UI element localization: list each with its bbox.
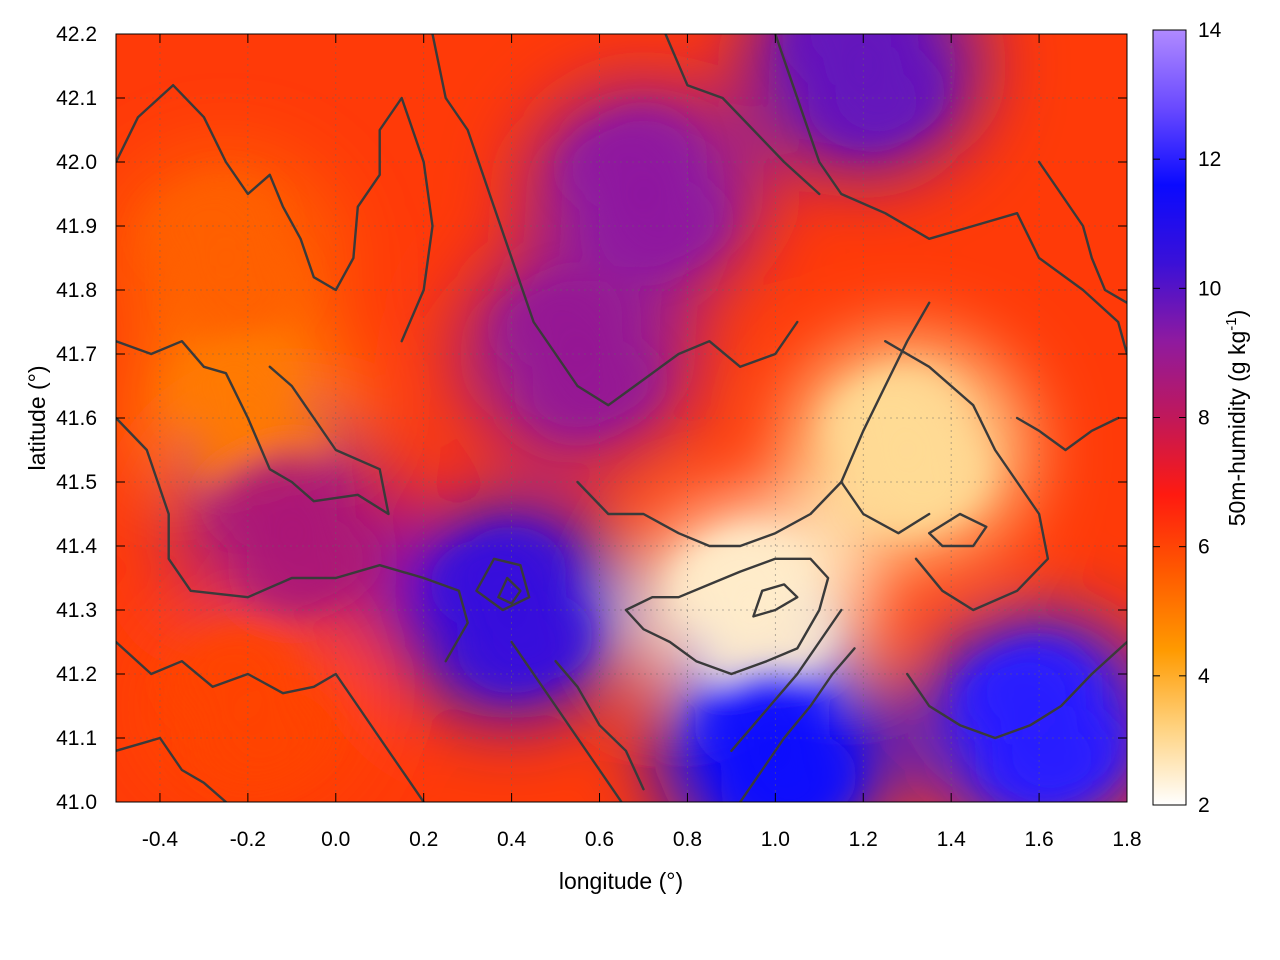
x-tick-label: 1.0	[761, 828, 790, 851]
heatmap-cell	[456, 526, 567, 617]
contour-line	[730, 608, 843, 752]
colorbar-tick-label: 2	[1198, 794, 1210, 817]
heatmap-cell	[698, 526, 809, 617]
heatmap-cell	[192, 334, 303, 425]
contour-line	[1037, 160, 1127, 304]
colorbar-tick-label: 6	[1198, 536, 1210, 559]
heatmap-cell	[852, 366, 963, 457]
contour-layer	[116, 34, 1127, 802]
x-tick-label: 0.0	[321, 828, 350, 851]
x-tick-label: 0.6	[585, 828, 614, 851]
heatmap-cell	[588, 187, 699, 278]
colorbar-label-superscript: -1	[1223, 317, 1240, 330]
x-axis-ticks: -0.4 -0.2 0.0 0.2 0.4 0.6 0.8 1.0 1.2 1.4 1.6 1.8	[142, 34, 1142, 851]
contour-line	[116, 640, 425, 802]
contour-line	[116, 340, 390, 516]
plot-area	[116, 34, 1127, 802]
contour-line	[739, 647, 856, 802]
colorbar-label-end: )	[1224, 310, 1250, 318]
contour-line	[116, 736, 228, 802]
y-tick-label: 41.2	[56, 663, 97, 686]
heatmap-cell	[236, 526, 347, 617]
contour-line	[774, 34, 1127, 356]
contour-line	[116, 416, 469, 663]
colorbar-ticks: 2 4 6 8 10 12 14	[1153, 19, 1222, 817]
heatmap-cell	[192, 622, 303, 713]
contour-line	[576, 301, 931, 548]
x-tick-label: 0.8	[673, 828, 702, 851]
heatmap-cell	[192, 699, 303, 790]
x-tick-label: 1.6	[1024, 828, 1053, 851]
y-tick-label: 41.4	[56, 535, 97, 558]
y-tick-label: 42.0	[56, 151, 97, 174]
contour-line	[928, 512, 988, 548]
y-tick-label: 41.6	[56, 407, 97, 430]
y-tick-label: 41.3	[56, 599, 97, 622]
x-tick-label: 1.4	[937, 828, 967, 851]
colorbar-label: 50m-humidity (g kg-1)	[1223, 310, 1250, 527]
heatmap-cell	[808, 59, 919, 150]
y-axis-label: latitude (°)	[24, 365, 50, 470]
x-tick-label: 1.8	[1112, 828, 1141, 851]
contour-line	[497, 576, 522, 605]
y-tick-label: 41.8	[56, 279, 97, 302]
contour-line	[1015, 416, 1120, 452]
colorbar-label-main: 50m-humidity (g kg	[1224, 331, 1250, 527]
heatmap-cell	[852, 443, 963, 534]
heatmap-cell	[720, 744, 831, 802]
colorbar-tick-label: 4	[1198, 665, 1210, 688]
contour-line	[624, 557, 830, 676]
y-tick-label: 41.7	[56, 343, 97, 366]
heatmap-cell	[236, 449, 347, 540]
colorbar-tick-label: 10	[1198, 277, 1221, 300]
x-tick-label: 0.4	[497, 828, 527, 851]
x-axis-label: longitude (°)	[559, 868, 683, 894]
heatmap-cell	[588, 110, 699, 201]
x-tick-label: -0.2	[230, 828, 266, 851]
y-tick-label: 42.2	[56, 23, 97, 46]
contour-line	[752, 583, 799, 618]
y-tick-label: 41.0	[56, 791, 97, 814]
contour-line	[475, 557, 531, 612]
contour-line	[840, 480, 931, 535]
x-tick-label: 0.2	[409, 828, 438, 851]
contour-line	[431, 34, 799, 407]
colorbar-tick-label: 12	[1198, 148, 1221, 171]
heatmap-cell	[984, 641, 1095, 732]
x-tick-label: -0.4	[142, 828, 179, 851]
contour-line	[906, 640, 1127, 740]
heatmap-cell	[170, 251, 281, 342]
contour-line	[664, 34, 821, 196]
heatmap-cell	[456, 603, 567, 694]
contour-line	[116, 84, 434, 343]
heatmap-cell	[522, 270, 633, 361]
y-tick-label: 41.5	[56, 471, 97, 494]
y-tick-label: 42.1	[56, 87, 97, 110]
contour-line	[884, 340, 1050, 612]
y-tick-label: 41.1	[56, 727, 97, 750]
grid-layer	[116, 34, 1127, 802]
contour-line	[554, 660, 645, 791]
heatmap-cell	[522, 347, 633, 438]
y-axis-ticks: 41.0 41.1 41.2 41.3 41.4 41.5 41.6 41.7 41.8 41.9…	[56, 23, 1127, 814]
contour-line	[510, 640, 623, 802]
x-tick-label: 1.2	[849, 828, 878, 851]
colorbar-tick-label: 8	[1198, 407, 1210, 430]
heatmap-cell	[170, 174, 281, 265]
colorbar-tick-label: 14	[1198, 19, 1222, 42]
y-tick-label: 41.9	[56, 215, 97, 238]
